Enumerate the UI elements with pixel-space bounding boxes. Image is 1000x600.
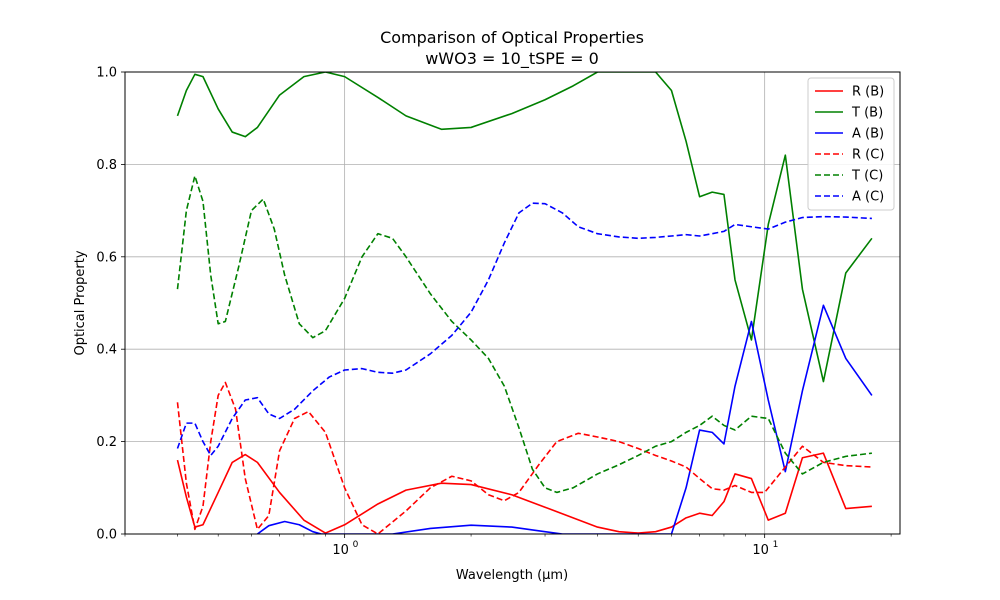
legend-label-5: A (C) bbox=[852, 190, 884, 205]
legend-label-4: T (C) bbox=[851, 169, 883, 184]
legend: R (B) T (B) A (B) R (C) T (C) A (C) bbox=[807, 77, 895, 211]
x-tick-exponent-1: 1 bbox=[773, 540, 779, 550]
series-line-t-b bbox=[176, 72, 873, 383]
chart-subtitle: wWO3 = 10_tSPE = 0 bbox=[425, 49, 599, 69]
y-tick-label-1: 0.2 bbox=[96, 435, 117, 450]
x-axis-label: Wavelength (µm) bbox=[456, 568, 568, 583]
series-line-a-c bbox=[176, 202, 872, 457]
y-tick-label-0: 0.0 bbox=[96, 528, 117, 543]
legend-label-2: A (B) bbox=[852, 127, 884, 142]
legend-label-1: T (B) bbox=[851, 106, 883, 121]
x-tick-label-0: 10 bbox=[332, 543, 349, 558]
y-tick-label-2: 0.4 bbox=[96, 343, 117, 358]
legend-frame bbox=[807, 77, 895, 211]
legend-label-0: R (B) bbox=[852, 85, 884, 100]
axis-ticks: 0.0 0.2 0.4 0.6 0.8 1.0 10 0 10 1 bbox=[96, 66, 892, 558]
y-tick-label-3: 0.6 bbox=[96, 250, 117, 265]
legend-items: R (B) T (B) A (B) R (C) T (C) A (C) bbox=[815, 85, 884, 205]
series-line-a-b bbox=[256, 304, 873, 534]
series-line-r-c bbox=[176, 381, 872, 534]
y-tick-label-4: 0.8 bbox=[96, 158, 117, 173]
x-tick-exponent-0: 0 bbox=[353, 540, 359, 550]
plot-frame bbox=[124, 71, 901, 535]
series-line-r-b bbox=[176, 452, 872, 534]
legend-label-3: R (C) bbox=[852, 148, 884, 163]
chart-title: Comparison of Optical Properties bbox=[380, 28, 644, 47]
series-lines bbox=[176, 72, 873, 534]
series-line-t-c bbox=[176, 175, 872, 494]
y-tick-label-5: 1.0 bbox=[96, 66, 117, 81]
y-axis-label: Optical Property bbox=[73, 250, 88, 355]
x-tick-label-1: 10 bbox=[752, 543, 769, 558]
